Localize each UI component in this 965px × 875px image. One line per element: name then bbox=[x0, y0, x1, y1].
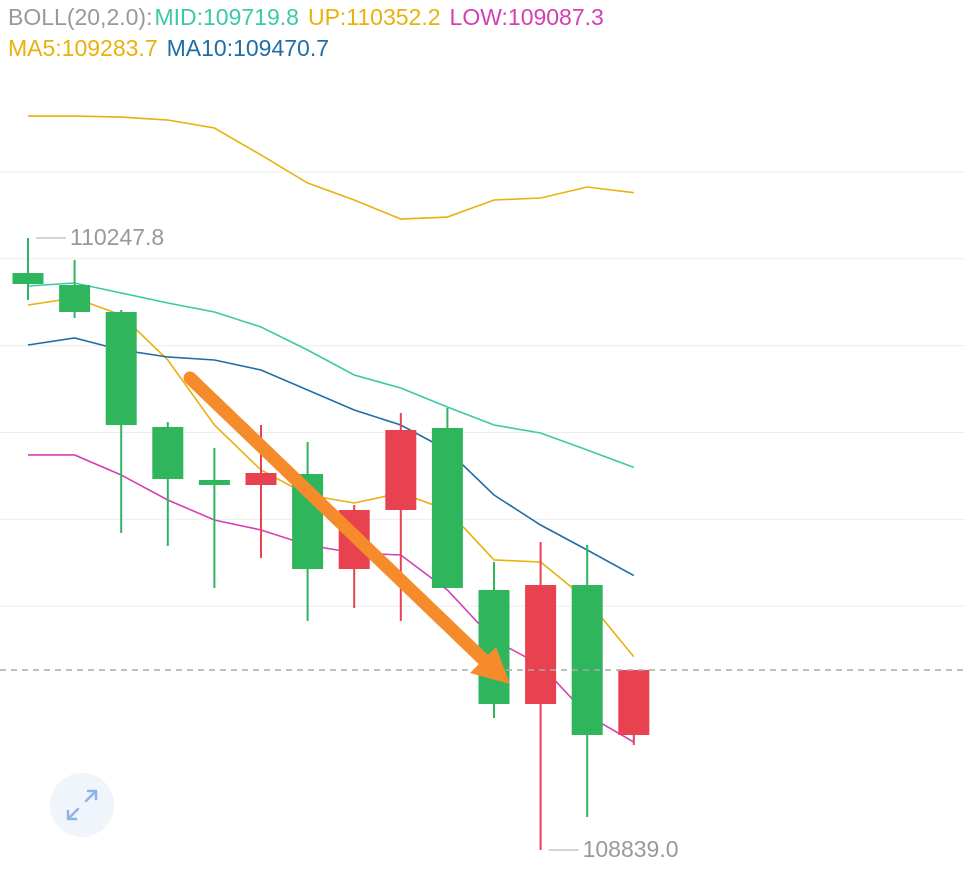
indicator-label: BOLL(20,2.0): bbox=[8, 4, 153, 30]
legend-item: MA5:109283.7 bbox=[8, 35, 158, 61]
extreme-label: 110247.8 bbox=[70, 224, 164, 250]
legend-item: UP:110352.2 bbox=[307, 4, 441, 30]
candle-body bbox=[198, 480, 230, 486]
trend-arrow-head bbox=[470, 647, 510, 684]
legend-item: MID:109719.8 bbox=[154, 4, 299, 30]
candle-body bbox=[618, 670, 650, 735]
candle-body bbox=[12, 273, 44, 285]
candle-body bbox=[571, 584, 603, 735]
expand-icon[interactable] bbox=[66, 789, 98, 821]
indicator-line bbox=[27, 282, 635, 469]
legend-item: LOW:109087.3 bbox=[449, 4, 604, 30]
indicator-header: BOLL(20,2.0):MID:109719.8 UP:110352.2 LOW:… bbox=[8, 2, 613, 64]
candle-body bbox=[385, 430, 417, 510]
expand-button-bg[interactable] bbox=[50, 773, 114, 837]
trend-arrow-shaft bbox=[183, 371, 494, 670]
candle-body bbox=[431, 428, 463, 588]
candle-body bbox=[152, 427, 184, 480]
legend-row: MA5:109283.7 MA10:109470.7 bbox=[8, 33, 613, 64]
candles: 110247.8 108839.0 bbox=[0, 224, 965, 862]
candle-body bbox=[245, 473, 277, 486]
overlay bbox=[183, 371, 510, 684]
legend-item: MA10:109470.7 bbox=[166, 35, 330, 61]
candle-body bbox=[478, 589, 510, 704]
expand-button[interactable] bbox=[50, 773, 114, 837]
candle-body bbox=[105, 311, 137, 426]
legend-row: BOLL(20,2.0):MID:109719.8 UP:110352.2 LOW:… bbox=[8, 2, 613, 33]
candle-body bbox=[525, 584, 557, 704]
indicator-line bbox=[28, 115, 634, 220]
candle-body bbox=[59, 285, 91, 312]
extreme-label: 108839.0 bbox=[583, 836, 679, 862]
